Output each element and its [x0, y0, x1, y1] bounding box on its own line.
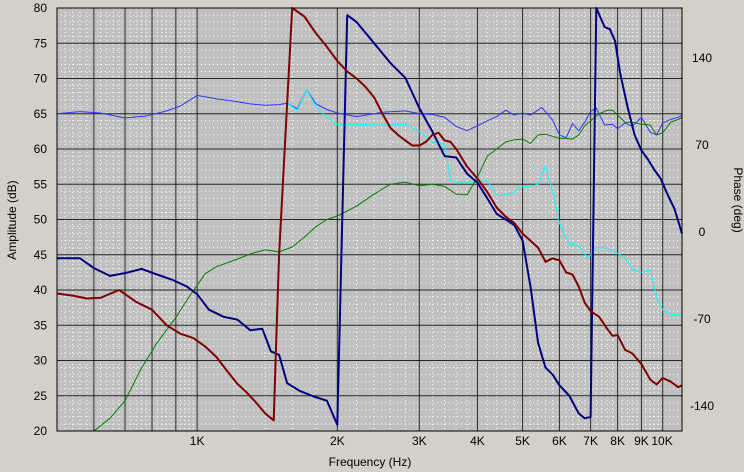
- y2-tick-label-3: -70: [693, 312, 711, 326]
- series-line-4: [56, 7, 683, 422]
- y2-tick-label-2: 0: [699, 225, 706, 239]
- series-line-1: [286, 89, 682, 316]
- y-tick-label-11: 75: [34, 36, 48, 50]
- y2-axis-label: Phase (deg): [731, 167, 744, 232]
- x-tick-label-8: 9K: [634, 434, 649, 448]
- y-tick-label-3: 35: [34, 318, 48, 332]
- y-tick-label-10: 70: [34, 72, 48, 86]
- y-tick-label-8: 60: [34, 142, 48, 156]
- y2-tick-label-0: 140: [692, 51, 712, 65]
- series-layer: [56, 7, 683, 432]
- series-line-3: [57, 7, 683, 426]
- y2-tick-label-1: 70: [695, 138, 709, 152]
- y-tick-label-2: 30: [34, 354, 48, 368]
- y-tick-label-1: 25: [34, 389, 48, 403]
- x-axis-label: Frequency (Hz): [329, 455, 412, 469]
- x-tick-label-4: 5K: [515, 434, 530, 448]
- left-axis-ticks: 20 25 30 35 40 45 50 55 60 65 70 75 80: [34, 1, 48, 438]
- y2-tick-label-4: -140: [690, 399, 714, 413]
- x-axis-ticks: 1K 2K 3K 4K 5K 6K 7K 8K 9K 10K: [190, 434, 673, 448]
- y-tick-label-12: 80: [34, 1, 48, 15]
- y-axis-label: Amplitude (dB): [5, 180, 19, 259]
- x-tick-label-6: 7K: [583, 434, 598, 448]
- x-tick-label-0: 1K: [190, 434, 205, 448]
- plot-border: [56, 7, 683, 432]
- y-tick-label-0: 20: [34, 424, 48, 438]
- x-tick-label-5: 6K: [552, 434, 567, 448]
- x-tick-label-9: 10K: [651, 434, 672, 448]
- y-tick-label-4: 40: [34, 283, 48, 297]
- y-tick-label-7: 55: [34, 177, 48, 191]
- series-line-0: [56, 89, 683, 139]
- right-axis-ticks: 140 70 0 -70 -140: [690, 51, 714, 413]
- y-tick-label-5: 45: [34, 248, 48, 262]
- x-tick-label-2: 3K: [412, 434, 427, 448]
- y-tick-label-9: 65: [34, 107, 48, 121]
- x-tick-label-3: 4K: [470, 434, 485, 448]
- x-tick-label-1: 2K: [330, 434, 345, 448]
- y-tick-label-6: 50: [34, 213, 48, 227]
- x-tick-label-7: 8K: [610, 434, 625, 448]
